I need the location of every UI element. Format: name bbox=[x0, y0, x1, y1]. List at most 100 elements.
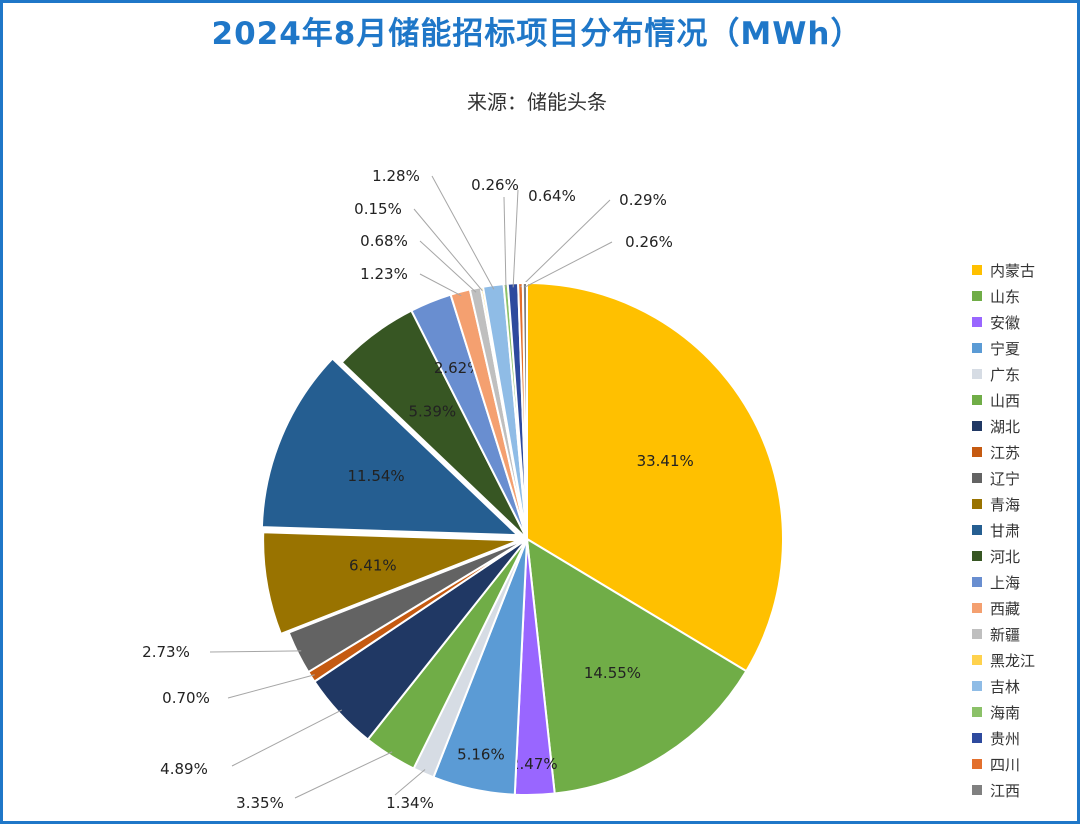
legend-swatch bbox=[972, 473, 982, 483]
pie-slice-甘肃 bbox=[260, 357, 521, 537]
legend-item-新疆: 新疆 bbox=[972, 621, 1035, 647]
legend-label: 山西 bbox=[990, 391, 1021, 410]
pie-label-江西: 0.26% bbox=[625, 233, 673, 251]
pie-label-甘肃: 11.54% bbox=[347, 467, 404, 485]
legend-swatch bbox=[972, 785, 982, 795]
legend-swatch bbox=[972, 525, 982, 535]
legend-item-甘肃: 甘肃 bbox=[972, 517, 1035, 543]
legend-item-安徽: 安徽 bbox=[972, 309, 1035, 335]
legend-item-宁夏: 宁夏 bbox=[972, 335, 1035, 361]
pie-label-江苏: 0.70% bbox=[162, 689, 210, 707]
legend-label: 黑龙江 bbox=[990, 651, 1036, 670]
legend-swatch bbox=[972, 551, 982, 561]
legend-label: 新疆 bbox=[990, 625, 1021, 644]
legend-item-山东: 山东 bbox=[972, 283, 1035, 309]
legend-label: 贵州 bbox=[990, 729, 1021, 748]
legend-item-海南: 海南 bbox=[972, 699, 1035, 725]
chart-title: 2024年8月储能招标项目分布情况（MWh） bbox=[211, 16, 863, 52]
legend-swatch bbox=[972, 369, 982, 379]
pie-label-青海: 6.41% bbox=[349, 557, 397, 575]
legend-swatch bbox=[972, 759, 982, 769]
pie-label-西藏: 1.23% bbox=[360, 265, 408, 283]
legend-label: 海南 bbox=[990, 703, 1021, 722]
legend-swatch bbox=[972, 395, 982, 405]
pie-slice-内蒙古 bbox=[526, 281, 784, 673]
leader-line-广东 bbox=[394, 769, 426, 796]
legend-swatch bbox=[972, 655, 982, 665]
legend-item-辽宁: 辽宁 bbox=[972, 465, 1035, 491]
leader-line-黑龙江 bbox=[413, 208, 483, 292]
legend-label: 宁夏 bbox=[990, 339, 1021, 358]
legend-swatch bbox=[972, 577, 982, 587]
pie-label-河北: 5.39% bbox=[409, 403, 457, 421]
pie-label-四川: 0.29% bbox=[619, 191, 667, 209]
legend-label: 江西 bbox=[990, 781, 1021, 800]
pie-label-上海: 2.62% bbox=[434, 359, 482, 377]
legend-item-广东: 广东 bbox=[972, 361, 1035, 387]
pie-label-辽宁: 2.73% bbox=[142, 643, 190, 661]
pie-label-吉林: 1.28% bbox=[372, 167, 420, 185]
legend-item-黑龙江: 黑龙江 bbox=[972, 647, 1035, 673]
chart-subtitle: 来源：储能头条 bbox=[467, 90, 607, 114]
legend-swatch bbox=[972, 265, 982, 275]
pie-slice-江西 bbox=[521, 281, 528, 540]
leader-line-江西 bbox=[524, 241, 613, 288]
legend-item-吉林: 吉林 bbox=[972, 673, 1035, 699]
legend-swatch bbox=[972, 447, 982, 457]
legend-label: 内蒙古 bbox=[990, 261, 1036, 280]
pie-label-黑龙江: 0.15% bbox=[354, 200, 402, 218]
legend-label: 安徽 bbox=[990, 313, 1021, 332]
legend-label: 河北 bbox=[990, 547, 1021, 566]
legend-item-湖北: 湖北 bbox=[972, 413, 1035, 439]
legend-label: 山东 bbox=[990, 287, 1021, 306]
legend-item-内蒙古: 内蒙古 bbox=[972, 257, 1035, 283]
legend-label: 甘肃 bbox=[990, 521, 1021, 540]
legend-label: 湖北 bbox=[990, 417, 1021, 436]
leader-line-贵州 bbox=[512, 189, 519, 288]
legend-label: 江苏 bbox=[990, 443, 1021, 462]
pie-label-海南: 0.26% bbox=[471, 176, 519, 194]
pie-label-山西: 3.35% bbox=[236, 794, 284, 812]
leader-line-江苏 bbox=[227, 674, 315, 699]
legend-item-河北: 河北 bbox=[972, 543, 1035, 569]
leader-line-湖北 bbox=[231, 709, 343, 767]
pie-slice-山东 bbox=[525, 537, 748, 795]
pie-label-内蒙古: 33.41% bbox=[637, 452, 694, 470]
leader-line-辽宁 bbox=[209, 650, 302, 653]
legend-item-江苏: 江苏 bbox=[972, 439, 1035, 465]
legend-label: 辽宁 bbox=[990, 469, 1021, 488]
legend-item-青海: 青海 bbox=[972, 491, 1035, 517]
legend-swatch bbox=[972, 317, 982, 327]
pie-slice-辽宁 bbox=[287, 538, 528, 674]
legend-label: 青海 bbox=[990, 495, 1021, 514]
legend-label: 吉林 bbox=[990, 677, 1021, 696]
pie-label-安徽: 2.47% bbox=[510, 755, 558, 773]
legend-swatch bbox=[972, 681, 982, 691]
legend-label: 西藏 bbox=[990, 599, 1021, 618]
leader-line-四川 bbox=[520, 199, 611, 288]
legend-swatch bbox=[972, 707, 982, 717]
legend-swatch bbox=[972, 343, 982, 353]
pie-label-山东: 14.55% bbox=[584, 664, 641, 682]
legend-swatch bbox=[972, 499, 982, 509]
legend-item-江西: 江西 bbox=[972, 777, 1035, 803]
legend-swatch bbox=[972, 421, 982, 431]
pie-label-广东: 1.34% bbox=[386, 794, 434, 812]
pie-slice-青海 bbox=[262, 531, 520, 636]
pie-label-湖北: 4.89% bbox=[160, 760, 208, 778]
pie-label-新疆: 0.68% bbox=[360, 232, 408, 250]
legend-swatch bbox=[972, 603, 982, 613]
legend-item-贵州: 贵州 bbox=[972, 725, 1035, 751]
leader-line-海南 bbox=[503, 196, 507, 288]
legend-item-西藏: 西藏 bbox=[972, 595, 1035, 621]
legend-item-山西: 山西 bbox=[972, 387, 1035, 413]
leader-line-山西 bbox=[294, 751, 393, 799]
legend-item-四川: 四川 bbox=[972, 751, 1035, 777]
legend-item-上海: 上海 bbox=[972, 569, 1035, 595]
leader-line-吉林 bbox=[431, 175, 495, 290]
leader-line-新疆 bbox=[419, 240, 477, 293]
chart-legend: 内蒙古山东安徽宁夏广东山西湖北江苏辽宁青海甘肃河北上海西藏新疆黑龙江吉林海南贵州… bbox=[972, 257, 1035, 803]
legend-label: 四川 bbox=[990, 755, 1021, 774]
legend-label: 上海 bbox=[990, 573, 1021, 592]
